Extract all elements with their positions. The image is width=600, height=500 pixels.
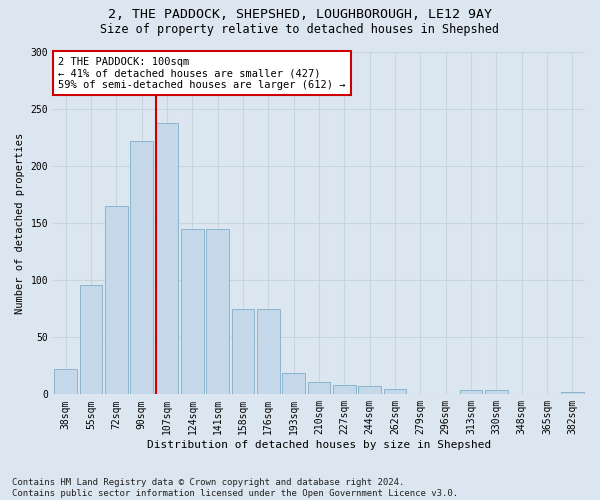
Bar (55, 369, 77, 394)
Bar (155, 124, 178, 394)
X-axis label: Distribution of detached houses by size in Shepshed: Distribution of detached houses by size … (147, 440, 491, 450)
Text: 2 THE PADDOCK: 100sqm
← 41% of detached houses are smaller (427)
59% of semi-det: 2 THE PADDOCK: 100sqm ← 41% of detached … (58, 56, 346, 90)
Bar (561, 392, 584, 394)
Text: 2, THE PADDOCK, SHEPSHED, LOUGHBOROUGH, LE12 9AY: 2, THE PADDOCK, SHEPSHED, LOUGHBOROUGH, … (108, 8, 492, 20)
Bar (485, 390, 508, 394)
Bar (181, 228, 204, 394)
Y-axis label: Number of detached properties: Number of detached properties (15, 132, 25, 314)
Bar (206, 228, 229, 394)
Text: Contains HM Land Registry data © Crown copyright and database right 2024.
Contai: Contains HM Land Registry data © Crown c… (12, 478, 458, 498)
Bar (460, 390, 482, 394)
Bar (383, 388, 406, 394)
Bar (232, 308, 254, 394)
Bar (308, 382, 331, 394)
Bar (130, 140, 153, 394)
Bar (257, 308, 280, 394)
Text: Size of property relative to detached houses in Shepshed: Size of property relative to detached ho… (101, 22, 499, 36)
Bar (80, 284, 103, 395)
Bar (282, 372, 305, 394)
Bar (333, 385, 356, 394)
Bar (105, 206, 128, 394)
Bar (358, 386, 381, 394)
